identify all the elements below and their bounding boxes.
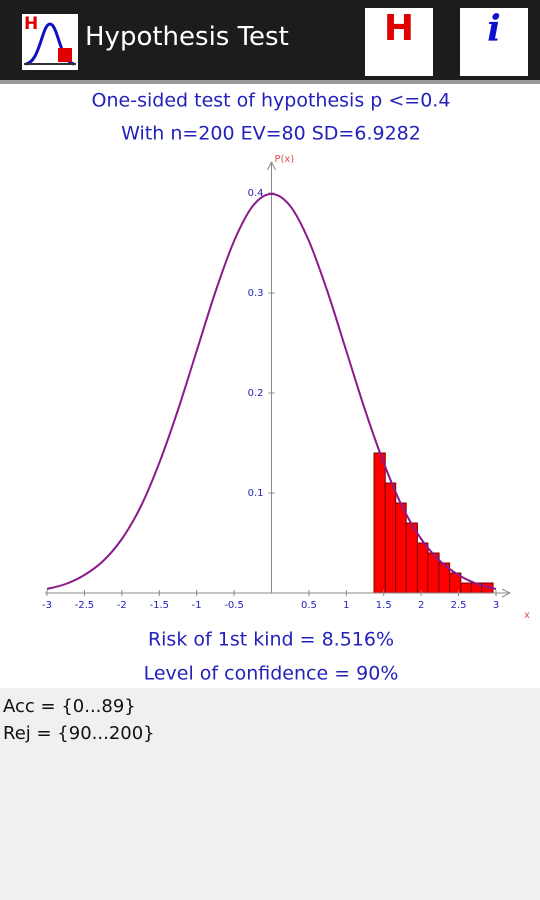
risk-text: Risk of 1st kind = 8.516%: [148, 629, 394, 651]
chart-subtitle: With n=200 EV=80 SD=6.9282: [121, 123, 421, 145]
y-axis-label: P(x): [275, 154, 295, 165]
info-button[interactable]: i: [460, 8, 528, 76]
icon-bars: [58, 48, 72, 62]
histogram-bar: [384, 482, 397, 594]
app-bar-shadow: [0, 80, 540, 84]
histogram-bar: [373, 452, 386, 594]
accept-region: Acc = {0...89}: [3, 696, 136, 717]
x-axis-arrow: [501, 588, 511, 598]
histogram-bar: [405, 522, 418, 594]
x-tick-label: 2: [418, 600, 424, 611]
x-axis-label: x: [524, 610, 530, 621]
x-tick-label: -0.5: [224, 600, 244, 611]
chart: One-sided test of hypothesis p <=0.4 Wit…: [42, 90, 530, 685]
x-tick-label: 0.5: [301, 600, 317, 611]
y-tick-label: 0.3: [248, 288, 264, 299]
histogram-bar: [460, 582, 472, 594]
density-curve: [46, 192, 497, 590]
hypothesis-button[interactable]: H: [365, 8, 433, 76]
y-axis-arrow: [267, 161, 276, 171]
histogram-bar: [416, 542, 429, 594]
x-tick-label: -3: [42, 600, 52, 611]
icon-letter: H: [24, 14, 39, 34]
chart-title: One-sided test of hypothesis p <=0.4: [92, 90, 451, 112]
y-tick-label: 0.4: [248, 188, 264, 199]
y-tick-label: 0.2: [248, 388, 264, 399]
app-bar: H Hypothesis Test H i: [0, 0, 540, 80]
x-tick-label: 1: [343, 600, 349, 611]
reject-region: Rej = {90...200}: [3, 723, 155, 744]
histogram-bar: [395, 502, 407, 594]
icon-graphic: [24, 22, 76, 66]
x-tick-label: -1: [192, 600, 202, 611]
output-panel: Acc = {0...89} Rej = {90...200}: [0, 688, 540, 900]
x-tick-label: 2.5: [451, 600, 467, 611]
x-tick-label: 1.5: [376, 600, 392, 611]
app-icon: H: [22, 14, 78, 70]
confidence-text: Level of confidence = 90%: [144, 663, 399, 685]
x-tick-label: 3: [493, 600, 499, 611]
x-tick-label: -2.5: [75, 600, 95, 611]
x-tick-label: -1.5: [149, 600, 169, 611]
y-tick-label: 0.1: [248, 488, 264, 499]
x-tick-label: -2: [117, 600, 127, 611]
app-title: Hypothesis Test: [85, 22, 289, 52]
